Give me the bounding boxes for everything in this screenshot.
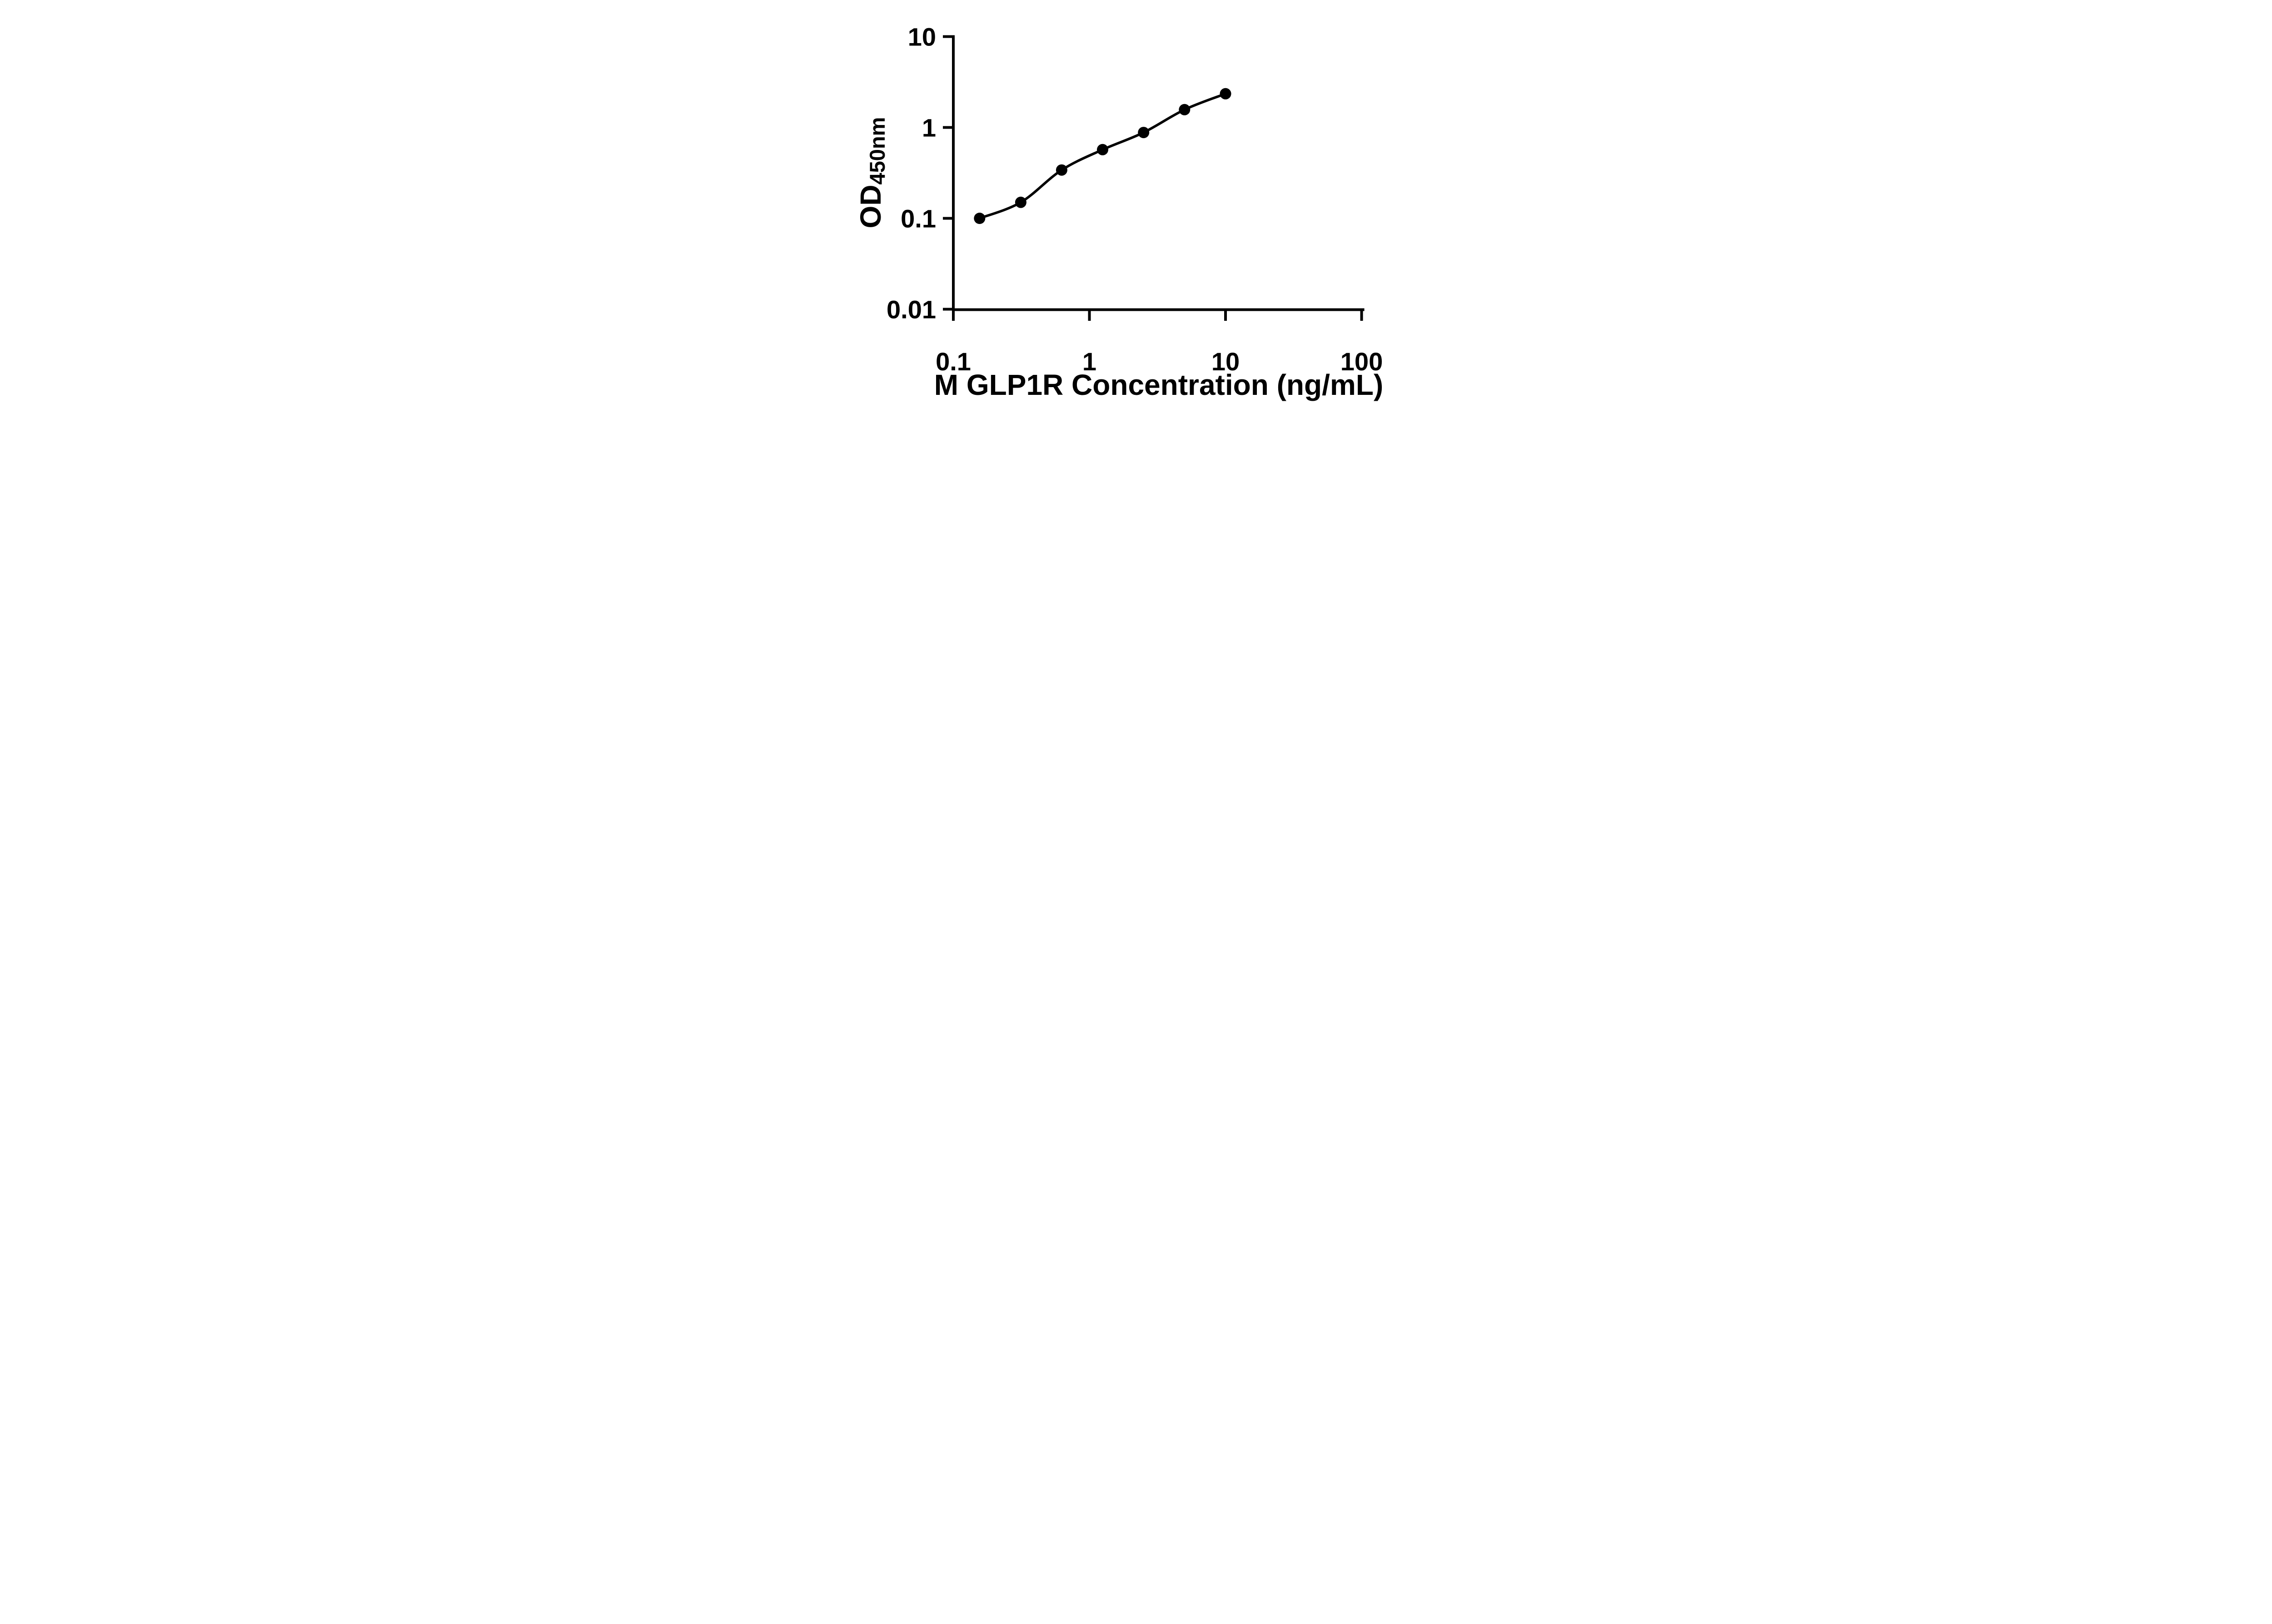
y-tick-label-0.01: 0.01 xyxy=(887,295,936,324)
data-point-markers xyxy=(974,88,1231,224)
data-point-1 xyxy=(974,213,986,224)
data-point-6 xyxy=(1179,104,1191,115)
y-axis-title: OD450nm xyxy=(854,117,889,229)
y-axis-title-subscript: 450nm xyxy=(865,117,889,185)
data-point-5 xyxy=(1138,127,1150,139)
y-tick-label-1: 1 xyxy=(922,114,936,142)
data-point-4 xyxy=(1097,144,1108,155)
x-tick-label-1: 1 xyxy=(1082,347,1096,376)
data-point-2 xyxy=(1015,196,1026,208)
data-point-3 xyxy=(1056,164,1067,176)
y-tick-label-0.1: 0.1 xyxy=(901,204,936,233)
x-axis-tick-labels: 0.1 1 10 100 xyxy=(936,347,1383,376)
y-axis-ticks xyxy=(943,35,952,311)
elisa-standard-curve-figure: 0.01 0.1 1 10 0.1 1 10 100 M GLP1R Concentrati… xyxy=(846,0,1426,406)
x-tick-label-100: 100 xyxy=(1340,347,1383,376)
y-axis-tick-labels: 0.01 0.1 1 10 xyxy=(887,23,936,324)
x-axis-ticks xyxy=(952,310,1363,321)
x-tick-label-10: 10 xyxy=(1211,347,1240,376)
y-tick-label-10: 10 xyxy=(908,23,936,51)
data-point-7 xyxy=(1220,88,1231,100)
x-axis-title: M GLP1R Concentration (ng/mL) xyxy=(934,369,1383,401)
y-axis-title-main: OD xyxy=(854,184,887,228)
x-tick-label-0.1: 0.1 xyxy=(936,347,971,376)
